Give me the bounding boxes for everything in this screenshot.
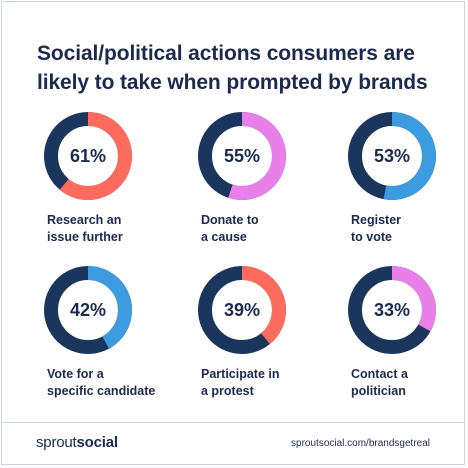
- donut-value-arc: [198, 266, 286, 354]
- category-label-line: politician: [351, 384, 406, 398]
- brand-logo: sproutsocial: [36, 434, 118, 451]
- title-line-1: Social/political actions consumers are: [37, 42, 415, 65]
- donut-percent-label: 42%: [69, 299, 107, 320]
- donut-chart: [198, 266, 286, 354]
- donut-category-label: Vote for a specific candidate: [47, 366, 197, 400]
- brand-light: sprout: [36, 434, 77, 451]
- chart-title: Social/political actions consumers are l…: [37, 39, 457, 97]
- donut-chart: [44, 266, 132, 354]
- category-label-line: to vote: [351, 230, 392, 244]
- donut-category-label: Participate in a protest: [201, 366, 351, 400]
- category-label-line: Contact a: [351, 367, 408, 381]
- category-label-line: Register: [351, 213, 402, 227]
- brand-bold: social: [76, 434, 119, 451]
- donut-percent-label: 39%: [223, 299, 261, 320]
- donut-percent-label: 61%: [69, 145, 107, 166]
- donut-value-arc: [44, 112, 132, 200]
- donut-category-label: Donate to a cause: [201, 212, 351, 246]
- donut-chart: [44, 112, 132, 200]
- donut-chart: [348, 266, 436, 354]
- donut-percent-label: 55%: [223, 145, 261, 166]
- donut-category-label: Research an issue further: [47, 212, 197, 246]
- category-label-line: a cause: [201, 230, 247, 244]
- donut-percent-label: 53%: [373, 145, 411, 166]
- donut-value-arc: [44, 266, 132, 354]
- category-label-line: Participate in: [201, 367, 280, 381]
- category-label-line: Donate to: [201, 213, 259, 227]
- category-label-line: issue further: [47, 230, 123, 244]
- footer-divider: [2, 422, 464, 423]
- title-line-2: likely to take when prompted by brands: [37, 71, 428, 94]
- donut-value-arc: [198, 112, 286, 200]
- donut-percent-label: 33%: [373, 299, 411, 320]
- donut-chart: [198, 112, 286, 200]
- category-label-line: a protest: [201, 384, 254, 398]
- footer-url: sproutsocial.com/brandsgetreal: [291, 438, 430, 449]
- donut-chart: [348, 112, 436, 200]
- category-label-line: Research an: [47, 213, 122, 227]
- donut-category-label: Contact a politician: [351, 366, 468, 400]
- donut-category-label: Register to vote: [351, 212, 468, 246]
- donut-value-arc: [348, 266, 436, 354]
- category-label-line: specific candidate: [47, 384, 156, 398]
- donut-value-arc: [348, 112, 436, 200]
- category-label-line: Vote for a: [47, 367, 104, 381]
